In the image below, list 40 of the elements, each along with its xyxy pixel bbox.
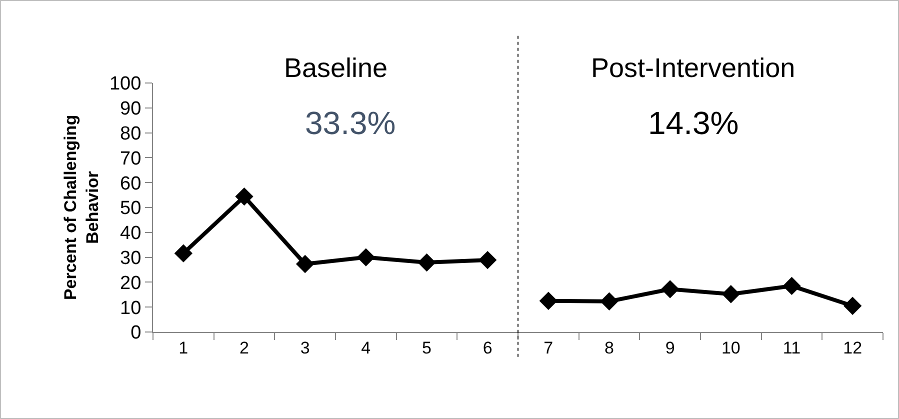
y-tick-label: 30 [120, 248, 142, 269]
x-tick-label: 7 [544, 338, 554, 358]
annotation: Baseline [284, 53, 388, 83]
y-tick-label: 40 [120, 223, 142, 244]
point [174, 244, 193, 262]
annotation: 14.3% [648, 105, 739, 141]
x-tick-label: 2 [240, 338, 249, 358]
point [782, 276, 801, 296]
y-tick-label: 60 [120, 173, 142, 194]
point [539, 292, 558, 310]
y-tick-label: 50 [120, 198, 142, 220]
y-tick-label: 20 [120, 272, 142, 294]
y-tick-label: 100 [109, 74, 142, 95]
x-tick-label: 6 [482, 338, 492, 358]
point [722, 285, 740, 304]
point [235, 187, 254, 206]
y-tick-label: 10 [120, 298, 142, 319]
x-tick-label: 10 [721, 338, 740, 358]
x-tick-label: 5 [422, 338, 432, 358]
y-tick-label: 0 [130, 322, 142, 344]
y-tick-label: 80 [120, 123, 142, 144]
x-tick-label: 9 [665, 338, 675, 358]
x-tick-label: 8 [604, 338, 614, 358]
x-tick-label: 11 [782, 338, 801, 358]
point [296, 254, 314, 274]
y-tick-label: 90 [120, 98, 142, 120]
point [418, 253, 436, 272]
x-tick-label: 12 [843, 338, 862, 358]
point [843, 296, 862, 315]
y-tick-label: 70 [120, 148, 142, 170]
y-axis-title: Percent of Challenging Behavior [60, 114, 102, 300]
point [478, 250, 497, 270]
point [600, 292, 618, 310]
x-tick-label: 1 [178, 338, 188, 358]
annotation: 33.3% [305, 105, 396, 141]
x-tick-label: 4 [361, 338, 371, 358]
point [660, 280, 680, 298]
x-tick-label: 3 [300, 338, 310, 358]
point [356, 248, 376, 266]
annotation: Post-Intervention [591, 53, 796, 83]
